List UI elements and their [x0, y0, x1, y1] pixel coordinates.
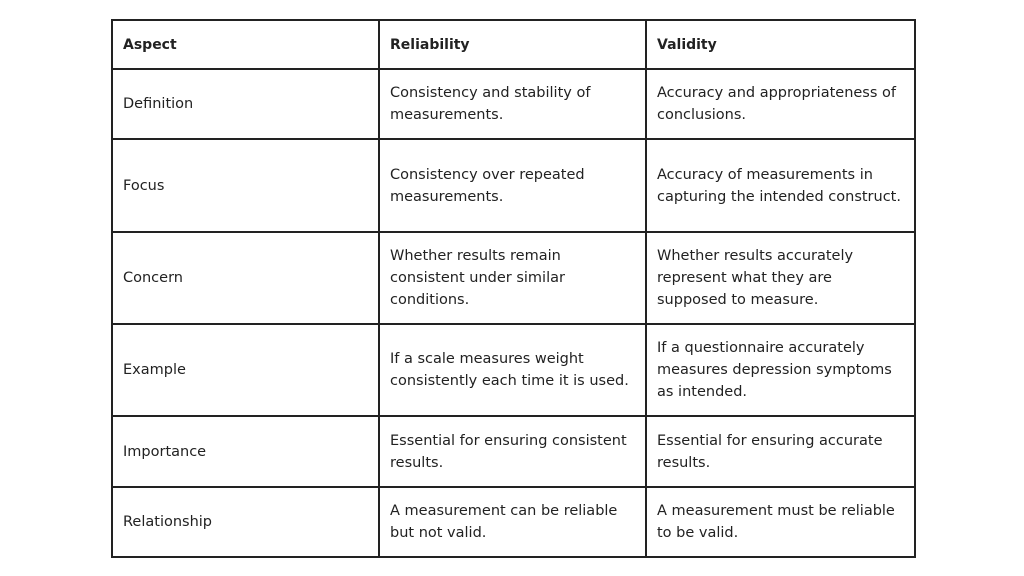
cell-aspect: Definition	[111, 68, 380, 140]
cell-aspect: Focus	[111, 138, 380, 233]
cell-reliability: Consistency and stability of measurement…	[378, 68, 647, 140]
cell-validity: Whether results accurately represent wha…	[645, 231, 916, 325]
cell-reliability: Whether results remain consistent under …	[378, 231, 647, 325]
table-row: Definition Consistency and stability of m…	[111, 68, 916, 140]
table-row: Concern Whether results remain consistent…	[111, 231, 916, 325]
cell-reliability: Essential for ensuring consistent result…	[378, 415, 647, 488]
table-row: Relationship A measurement can be reliabl…	[111, 486, 916, 558]
comparison-table: Aspect Reliability Validity Definition Co…	[111, 19, 916, 558]
cell-validity: Accuracy of measurements in capturing th…	[645, 138, 916, 233]
header-row: Aspect Reliability Validity	[111, 19, 916, 70]
cell-reliability: Consistency over repeated measurements.	[378, 138, 647, 233]
cell-aspect: Relationship	[111, 486, 380, 558]
cell-reliability: A measurement can be reliable but not va…	[378, 486, 647, 558]
cell-validity: A measurement must be reliable to be val…	[645, 486, 916, 558]
cell-validity: Essential for ensuring accurate results.	[645, 415, 916, 488]
cell-aspect: Concern	[111, 231, 380, 325]
header-reliability: Reliability	[378, 19, 647, 70]
header-aspect: Aspect	[111, 19, 380, 70]
table-row: Example If a scale measures weight consis…	[111, 323, 916, 417]
cell-validity: If a questionnaire accurately measures d…	[645, 323, 916, 417]
cell-aspect: Example	[111, 323, 380, 417]
cell-aspect: Importance	[111, 415, 380, 488]
table-row: Importance Essential for ensuring consist…	[111, 415, 916, 488]
cell-validity: Accuracy and appropriateness of conclusi…	[645, 68, 916, 140]
header-validity: Validity	[645, 19, 916, 70]
table-row: Focus Consistency over repeated measureme…	[111, 138, 916, 233]
cell-reliability: If a scale measures weight consistently …	[378, 323, 647, 417]
